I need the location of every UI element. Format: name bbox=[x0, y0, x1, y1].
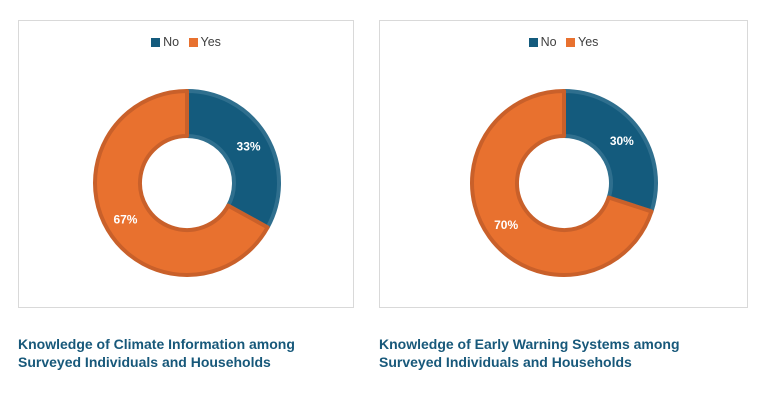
legend: No Yes bbox=[380, 35, 747, 49]
legend-item-yes: Yes bbox=[566, 35, 598, 49]
data-label-yes: 67% bbox=[113, 212, 137, 226]
donut-chart-early-warning-systems: 30% 70% bbox=[470, 89, 658, 277]
legend-item-no: No bbox=[528, 35, 557, 49]
legend-swatch-no bbox=[528, 38, 538, 47]
legend-label-yes: Yes bbox=[578, 35, 599, 49]
legend-item-yes: Yes bbox=[188, 35, 221, 49]
data-label-yes: 70% bbox=[494, 218, 518, 232]
data-label-no: 30% bbox=[610, 134, 634, 148]
caption-line-1: Knowledge of Climate Information among bbox=[18, 336, 295, 352]
legend: No Yes bbox=[19, 35, 353, 49]
caption-line-2: Surveyed Individuals and Households bbox=[379, 354, 632, 370]
chart-panel-right: No Yes 30% 70% bbox=[379, 20, 748, 308]
legend-label-no: No bbox=[540, 35, 557, 49]
legend-swatch-yes bbox=[188, 38, 198, 47]
legend-label-no: No bbox=[163, 35, 180, 49]
donut-chart-climate-information: 33% 67% bbox=[93, 89, 281, 277]
chart-caption-left: Knowledge of Climate Information among S… bbox=[18, 335, 378, 371]
caption-line-1: Knowledge of Early Warning Systems among bbox=[379, 336, 680, 352]
donut-slice-yes bbox=[470, 89, 654, 277]
legend-swatch-yes bbox=[566, 38, 576, 47]
donut-slice-yes bbox=[93, 89, 270, 277]
caption-line-2: Surveyed Individuals and Households bbox=[18, 354, 271, 370]
chart-caption-right: Knowledge of Early Warning Systems among… bbox=[379, 335, 739, 371]
donut-slice-no bbox=[562, 89, 658, 214]
legend-swatch-no bbox=[151, 38, 161, 47]
donut-slice-no bbox=[185, 89, 281, 230]
legend-item-no: No bbox=[151, 35, 179, 49]
chart-panel-left: No Yes 33% 67% bbox=[18, 20, 354, 308]
data-label-no: 33% bbox=[237, 140, 261, 154]
legend-label-yes: Yes bbox=[200, 35, 221, 49]
